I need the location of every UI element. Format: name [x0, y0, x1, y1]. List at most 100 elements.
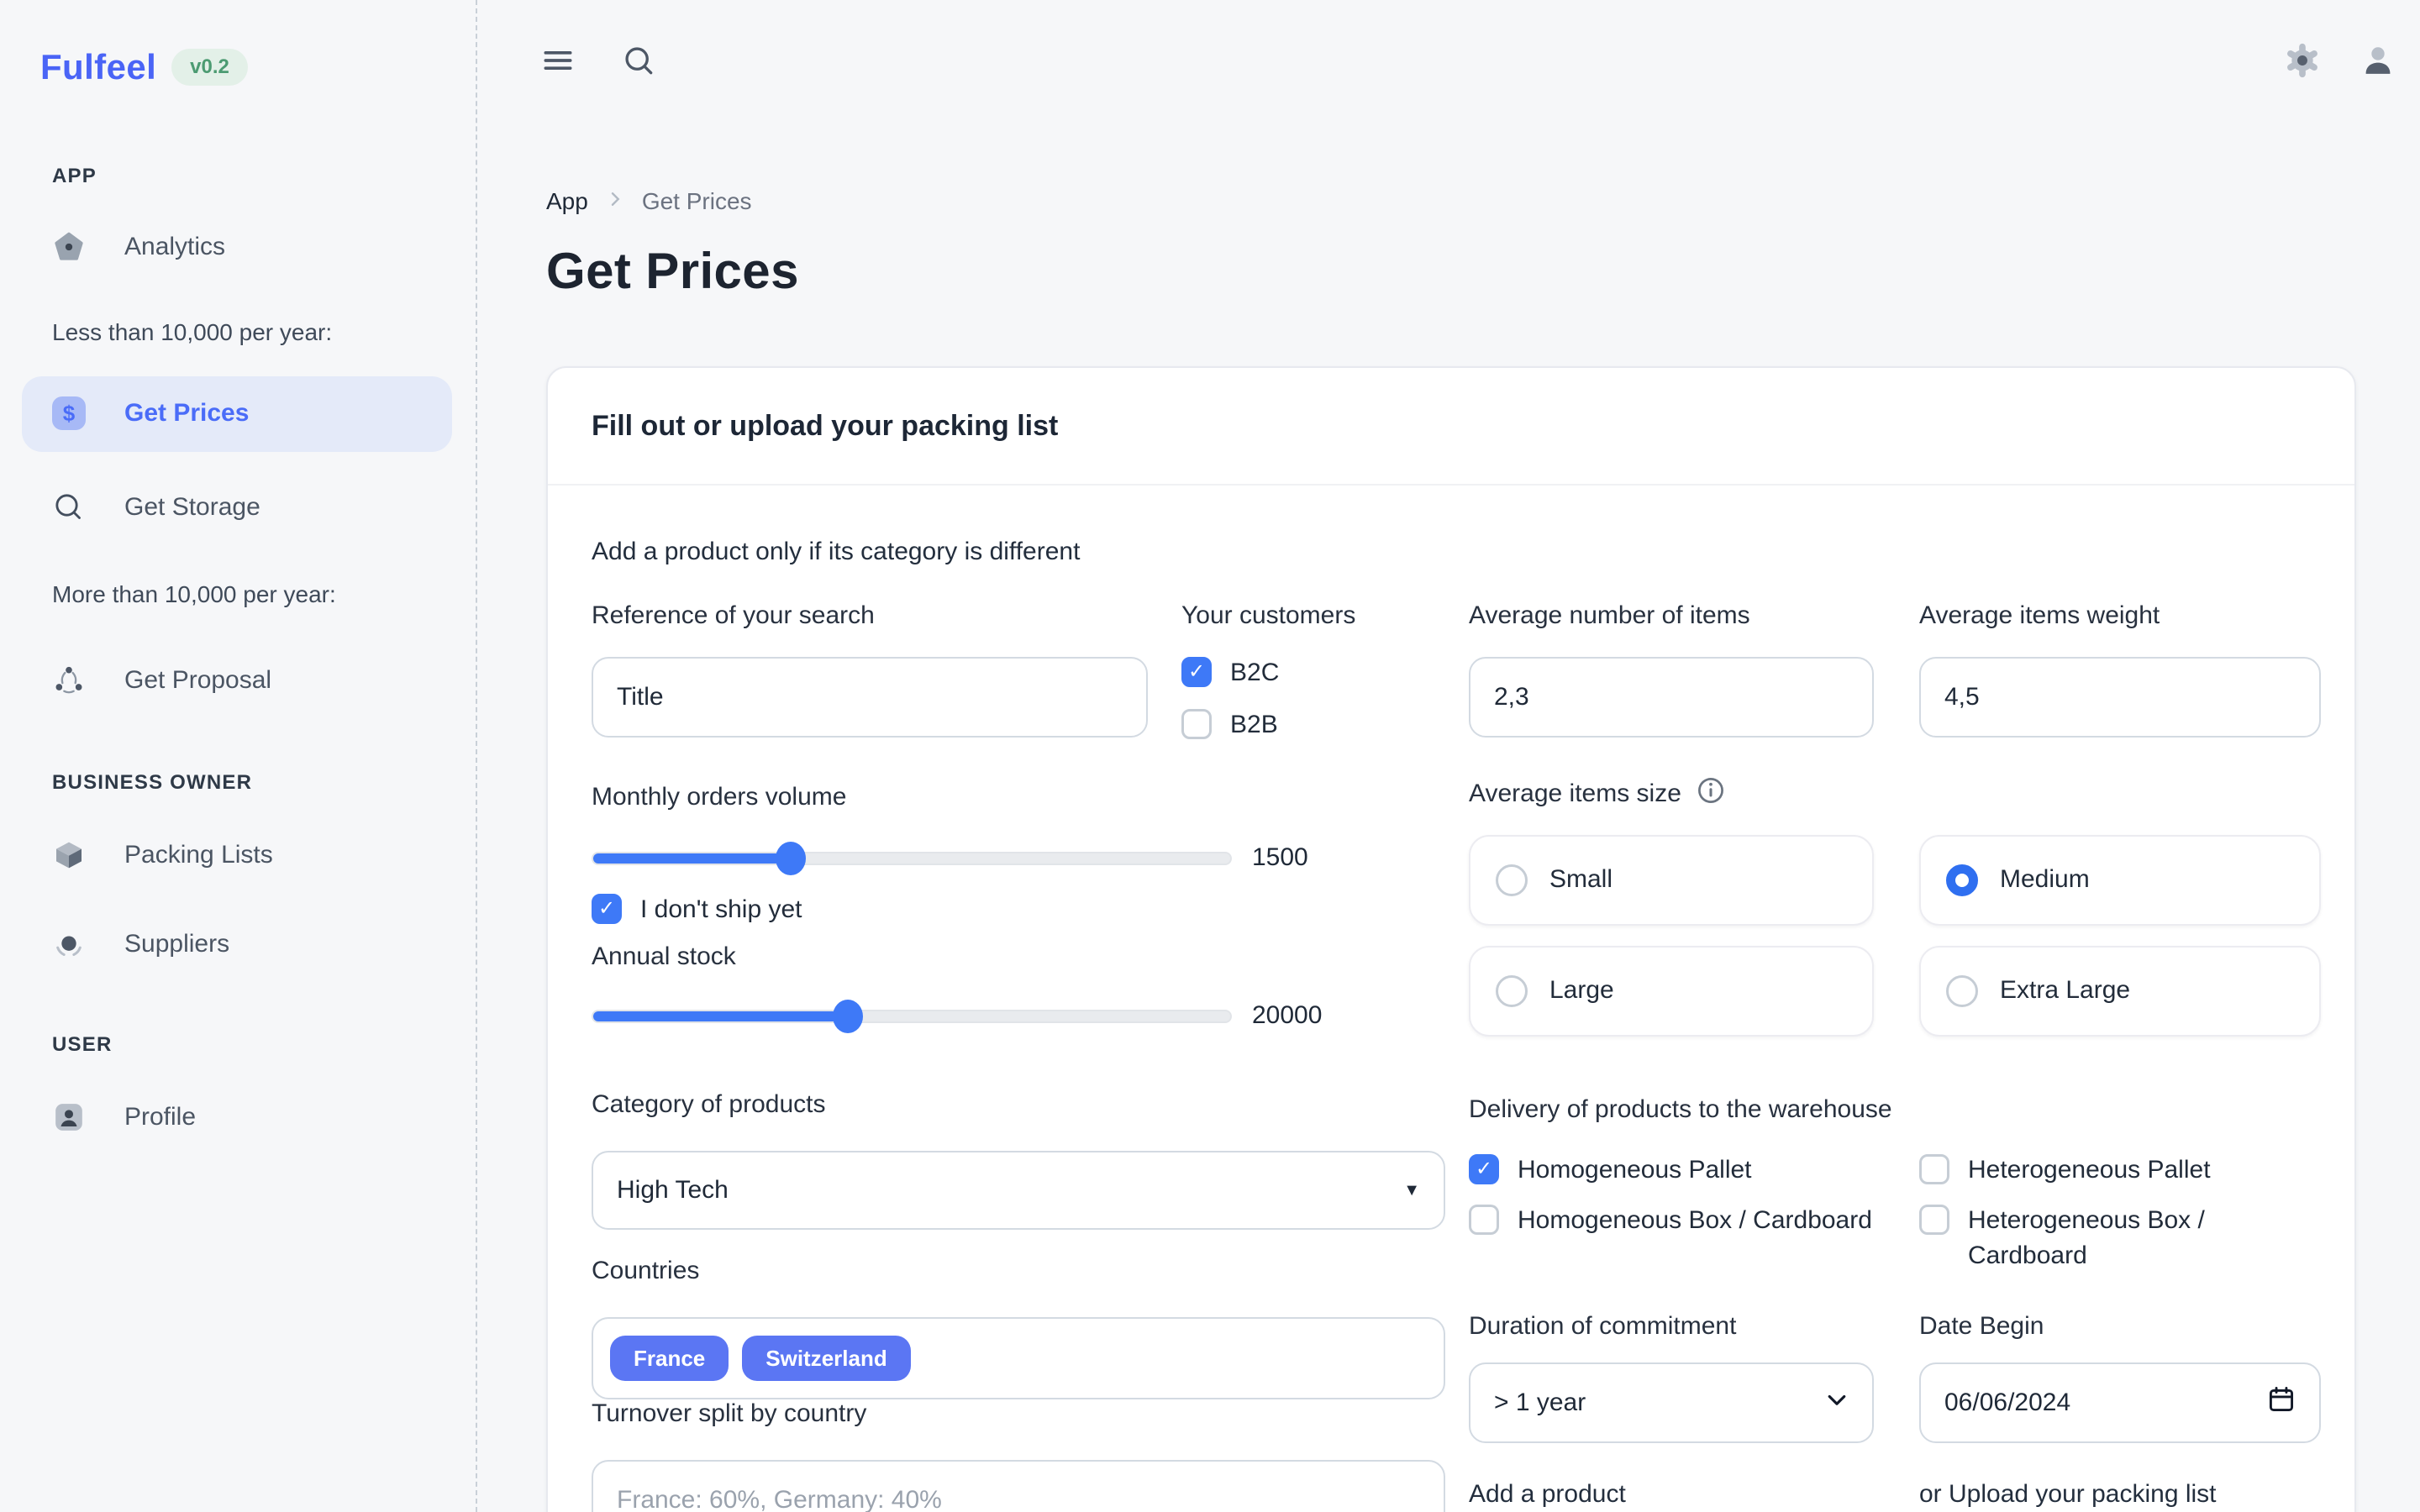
reference-input[interactable]	[592, 657, 1148, 738]
checkbox-b2c[interactable]: B2C	[1181, 657, 1279, 690]
delivery-label: Delivery of products to the warehouse	[1469, 1095, 1892, 1123]
sidebar-item-label: Packing Lists	[124, 841, 273, 869]
avg-weight-input[interactable]	[1919, 657, 2321, 738]
checkbox-dont-ship[interactable]: I don't ship yet	[592, 894, 802, 927]
sidebar-item-label: Profile	[124, 1103, 197, 1131]
avg-items-input[interactable]	[1469, 657, 1874, 738]
sidebar-item-profile[interactable]: Profile	[52, 1097, 196, 1137]
annual-stock-value: 20000	[1252, 1001, 1323, 1029]
sidebar-group-more: More than 10,000 per year:	[52, 581, 336, 607]
country-tag[interactable]: Switzerland	[742, 1336, 911, 1381]
account-button[interactable]	[2358, 44, 2398, 84]
date-begin-input[interactable]: 06/06/2024	[1919, 1362, 2321, 1443]
checkbox-icon	[1919, 1154, 1949, 1184]
checkbox-heterogeneous-pallet[interactable]: Heterogeneous Pallet	[1919, 1154, 2211, 1188]
slider-thumb[interactable]	[775, 842, 806, 875]
sidebar-item-label: Analytics	[124, 233, 226, 260]
cube-icon	[52, 838, 86, 872]
slider-thumb[interactable]	[833, 1000, 864, 1033]
sidebar-item-analytics[interactable]: Analytics	[52, 227, 225, 267]
dollar-icon: $	[52, 396, 86, 430]
sidebar-item-get-storage[interactable]: Get Storage	[52, 487, 260, 528]
analytics-icon	[52, 230, 86, 264]
settings-button[interactable]	[2282, 41, 2323, 87]
brand-logo[interactable]: Fulfeel	[40, 47, 157, 87]
sidebar-item-label: Get Storage	[124, 493, 260, 521]
sidebar-item-get-prices[interactable]: $ Get Prices	[52, 393, 249, 433]
brand-row: Fulfeel v0.2	[40, 47, 248, 87]
upload-packing-list-label[interactable]: or Upload your packing list	[1919, 1480, 2217, 1508]
sidebar-item-get-proposal[interactable]: Get Proposal	[52, 660, 271, 701]
sidebar-section-business: BUSINESS OWNER	[52, 771, 253, 794]
sidebar-section-user: USER	[52, 1033, 113, 1056]
avg-size-label-row: Average items size	[1469, 776, 1725, 811]
radio-icon	[1496, 864, 1528, 896]
radio-icon	[1946, 975, 1978, 1007]
checkbox-homogeneous-box[interactable]: Homogeneous Box / Cardboard	[1469, 1205, 1872, 1238]
sidebar-item-label: Get Proposal	[124, 666, 272, 694]
monthly-volume-value: 1500	[1252, 843, 1308, 871]
checkbox-icon	[592, 894, 622, 924]
breadcrumb: App Get Prices	[546, 188, 752, 215]
checkbox-b2b[interactable]: B2B	[1181, 709, 1278, 743]
countries-input[interactable]: France Switzerland	[592, 1317, 1445, 1399]
radio-card-medium[interactable]: Medium	[1919, 835, 2321, 926]
search-icon	[620, 42, 657, 86]
hamburger-icon	[539, 42, 576, 86]
customers-label: Your customers	[1181, 601, 1356, 629]
sidebar-item-label: Suppliers	[124, 930, 230, 958]
category-label: Category of products	[592, 1090, 826, 1118]
category-value: High Tech	[617, 1176, 729, 1204]
category-select[interactable]: High Tech ▼	[592, 1151, 1445, 1230]
sidebar-item-label: Get Prices	[124, 399, 250, 427]
user-icon	[2359, 41, 2397, 87]
radio-card-small[interactable]: Small	[1469, 835, 1874, 926]
radio-card-large[interactable]: Large	[1469, 946, 1874, 1037]
profile-icon	[52, 1100, 86, 1134]
radio-icon	[1496, 975, 1528, 1007]
avg-size-label: Average items size	[1469, 780, 1681, 807]
checkbox-icon	[1469, 1154, 1499, 1184]
hamburger-menu-button[interactable]	[538, 44, 578, 84]
radio-card-extra-large[interactable]: Extra Large	[1919, 946, 2321, 1037]
active-item-highlight	[22, 376, 452, 452]
calendar-icon[interactable]	[2267, 1385, 2296, 1420]
proposal-icon	[52, 664, 86, 697]
slider-fill	[593, 1011, 849, 1021]
packing-list-card: Fill out or upload your packing list Add…	[546, 366, 2356, 1512]
info-icon[interactable]	[1697, 776, 1725, 811]
monthly-volume-slider[interactable]	[592, 842, 1232, 875]
sidebar-item-suppliers[interactable]: Suppliers	[52, 924, 229, 964]
breadcrumb-current: Get Prices	[641, 188, 752, 214]
checkbox-icon	[1181, 657, 1212, 687]
avg-weight-label: Average items weight	[1919, 601, 2160, 629]
search-button[interactable]	[618, 44, 659, 84]
country-tag[interactable]: France	[610, 1336, 729, 1381]
checkbox-homogeneous-pallet[interactable]: Homogeneous Pallet	[1469, 1154, 1752, 1188]
radio-icon	[1946, 864, 1978, 896]
card-header: Fill out or upload your packing list	[548, 368, 2354, 486]
sidebar-group-less: Less than 10,000 per year:	[52, 319, 333, 345]
duration-select[interactable]: > 1 year	[1469, 1362, 1874, 1443]
add-product-label[interactable]: Add a product	[1469, 1480, 1626, 1508]
page-title: Get Prices	[546, 243, 799, 299]
annual-stock-slider[interactable]	[592, 1000, 1232, 1033]
chevron-right-icon	[605, 188, 625, 215]
chevron-down-icon	[1825, 1388, 1849, 1418]
checkbox-icon	[1469, 1205, 1499, 1235]
sidebar: Fulfeel v0.2 APP Analytics Less than 10,…	[0, 0, 477, 1512]
storage-search-icon	[52, 491, 86, 524]
breadcrumb-app[interactable]: App	[546, 188, 588, 214]
duration-label: Duration of commitment	[1469, 1312, 1737, 1340]
suppliers-icon	[52, 927, 86, 961]
sidebar-item-packing-lists[interactable]: Packing Lists	[52, 835, 273, 875]
select-arrow-icon: ▼	[1403, 1180, 1420, 1200]
reference-label: Reference of your search	[592, 601, 875, 629]
gear-icon	[2283, 41, 2322, 87]
turnover-label: Turnover split by country	[592, 1399, 867, 1427]
annual-stock-label: Annual stock	[592, 942, 736, 970]
checkbox-heterogeneous-box[interactable]: Heterogeneous Box / Cardboard	[1919, 1205, 2223, 1273]
turnover-input[interactable]	[592, 1460, 1445, 1512]
checkbox-icon	[1919, 1205, 1949, 1235]
